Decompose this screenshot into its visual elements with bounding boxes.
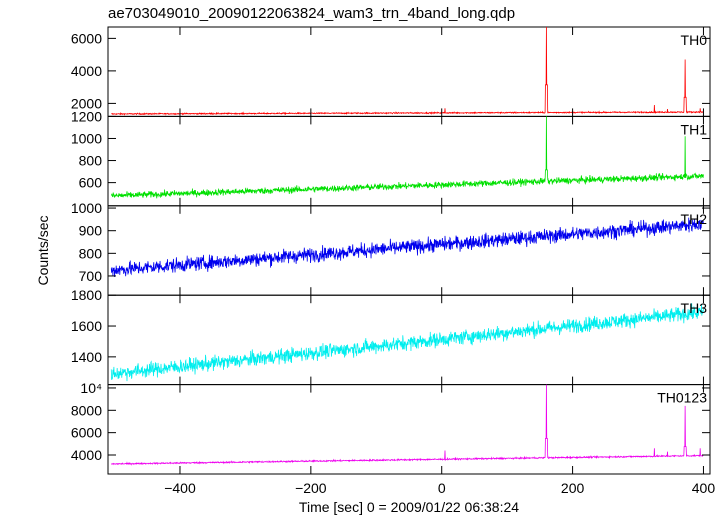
y-tick-label-th2: 700 <box>79 268 103 284</box>
x-tick-label: −200 <box>295 480 327 496</box>
panel-label-th0: TH0 <box>681 32 708 48</box>
y-tick-label-th0: 6000 <box>71 30 102 46</box>
panel-label-th0123: TH0123 <box>657 390 707 406</box>
series-line-th3 <box>110 303 704 382</box>
y-tick-label-th2: 800 <box>79 245 103 261</box>
chart-title: ae703049010_20090122063824_wam3_trn_4ban… <box>108 5 516 22</box>
y-tick-label-th0: 2000 <box>71 95 102 111</box>
x-tick-label: 0 <box>438 480 446 496</box>
panel-label-th3: TH3 <box>681 300 708 316</box>
y-tick-label-th1: 800 <box>79 153 103 169</box>
y-tick-label-th0123: 10⁴ <box>80 380 102 396</box>
y-tick-label-th3: 1600 <box>71 318 102 334</box>
y-tick-label-th1: 1000 <box>71 130 102 146</box>
series-line-th0 <box>111 26 704 116</box>
y-tick-label-th0123: 6000 <box>71 425 102 441</box>
panel-frame-th0 <box>107 26 711 117</box>
series-line-th0123 <box>111 384 704 466</box>
x-tick-label: −400 <box>164 480 196 496</box>
y-tick-label-th1: 600 <box>79 175 103 191</box>
y-tick-label-th0: 4000 <box>71 63 102 79</box>
series-line-th1 <box>110 116 704 199</box>
y-tick-label-th0: 1200 <box>71 108 102 124</box>
panel-frame-th0123 <box>107 384 711 475</box>
y-tick-label-th3: 1800 <box>71 287 102 303</box>
y-axis-label: Counts/sec <box>35 215 51 285</box>
y-tick-label-th2: 900 <box>79 223 103 239</box>
x-tick-label: 200 <box>561 480 585 496</box>
series-line-th2 <box>110 217 704 277</box>
x-tick-label: 400 <box>692 480 716 496</box>
panel-frame-th1 <box>107 115 711 207</box>
y-tick-label-th2: 1000 <box>71 200 102 216</box>
x-axis-label: Time [sec] 0 = 2009/01/22 06:38:24 <box>299 499 519 515</box>
y-tick-label-th0123: 4000 <box>71 447 102 463</box>
panel-label-th1: TH1 <box>681 121 708 137</box>
y-tick-label-th0123: 8000 <box>71 402 102 418</box>
panel-label-th2: TH2 <box>681 211 708 227</box>
y-tick-label-th3: 1400 <box>71 349 102 365</box>
